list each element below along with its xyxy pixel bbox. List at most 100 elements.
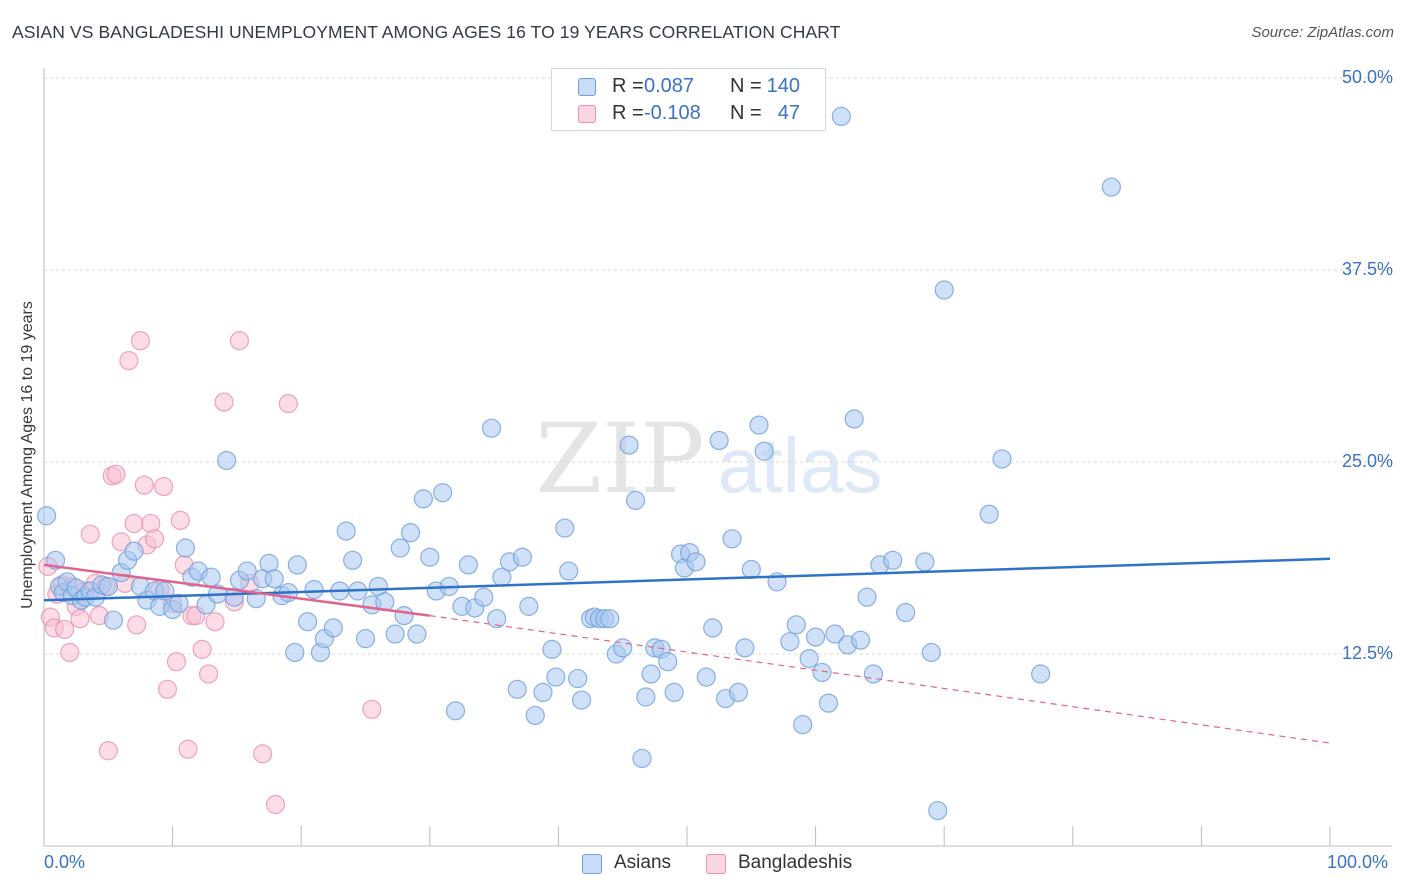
bangladeshi-point	[166, 652, 187, 672]
asian-point	[555, 518, 575, 538]
legend-r-value: 0.087	[644, 75, 695, 97]
asian-point	[793, 715, 813, 735]
asian-point	[709, 430, 729, 451]
asian-point	[703, 618, 723, 638]
asian-point	[571, 690, 592, 710]
asian-point	[512, 547, 532, 567]
x-tick-label-min: 0.0%	[44, 852, 86, 872]
asian-point	[519, 596, 539, 616]
asian-point	[780, 632, 800, 652]
asian-point	[728, 682, 749, 703]
asian-point	[445, 701, 466, 721]
asian-point	[458, 555, 478, 575]
asian-point	[124, 541, 144, 561]
asian-point	[851, 630, 871, 650]
asian-point	[1101, 177, 1121, 197]
bangladeshi-point	[205, 612, 225, 632]
asian-point	[474, 587, 494, 607]
y-axis-label: Unemployment Among Ages 16 to 19 years	[19, 301, 36, 609]
asian-point	[636, 687, 656, 707]
chart-title: ASIAN VS BANGLADESHI UNEMPLOYMENT AMONG …	[12, 22, 841, 42]
bangladeshi-point	[134, 475, 154, 495]
asian-point	[992, 449, 1012, 469]
asian-point	[217, 450, 237, 471]
asian-point	[542, 639, 562, 659]
asian-point	[805, 627, 826, 647]
legend-r-value: -0.108	[644, 102, 701, 124]
asian-point	[658, 652, 678, 672]
asian-point	[264, 569, 284, 589]
bangladeshi-trend-extension	[429, 615, 1331, 744]
y-tick-label: 37.5%	[1341, 259, 1393, 279]
asian-point	[741, 559, 761, 580]
asian-point	[896, 602, 916, 623]
bangladeshi-point	[199, 664, 219, 684]
bangladeshi-point	[54, 619, 75, 640]
legend-row-asians: R = 0.087 N = 140	[552, 75, 825, 101]
asian-point	[103, 610, 124, 630]
asian-point	[722, 529, 742, 549]
bangladeshi-point	[98, 741, 118, 761]
bangladeshi-point	[60, 642, 80, 663]
asian-point	[298, 612, 318, 632]
legend-swatch-bangladeshis	[706, 854, 726, 874]
legend-swatch-bangladeshis	[578, 105, 596, 123]
legend-n-label: N =	[730, 75, 762, 97]
asian-point	[754, 441, 774, 461]
bangladeshi-point	[126, 615, 147, 635]
bangladeshi-point	[170, 510, 190, 530]
asian-point	[394, 605, 414, 626]
watermark-zip: ZIP	[535, 403, 704, 515]
asian-point	[237, 561, 257, 581]
asian-point	[343, 550, 363, 570]
asian-point	[568, 668, 588, 689]
bangladeshi-point	[178, 739, 198, 759]
asian-point	[98, 576, 118, 597]
y-tick-label: 50.0%	[1341, 67, 1393, 87]
asian-point	[420, 547, 440, 567]
asian-point	[175, 538, 196, 558]
correlation-legend: R = 0.087 N = 140 R = -0.108 N = 47	[551, 68, 826, 131]
y-tick-label: 12.5%	[1341, 643, 1393, 663]
asian-point	[664, 682, 684, 703]
bangladeshi-point	[144, 529, 165, 549]
bangladeshi-trend-line	[43, 563, 430, 617]
asian-point	[287, 555, 307, 575]
asian-point	[355, 629, 376, 649]
bangladeshi-point	[80, 524, 100, 544]
bangladeshi-point	[192, 639, 212, 659]
legend-r-label: R =	[612, 75, 644, 97]
asian-point	[934, 280, 954, 300]
asian-point	[979, 504, 999, 524]
legend-n-value: 140	[766, 75, 800, 97]
asian-point	[385, 624, 405, 644]
asian-point	[600, 609, 620, 629]
legend-n-label: N =	[730, 102, 762, 124]
asian-point	[336, 521, 356, 541]
bangladeshi-point	[119, 351, 139, 371]
legend-n-value: 47	[777, 102, 800, 124]
bangladeshi-point	[214, 392, 234, 412]
asian-point	[400, 523, 421, 543]
legend-r-label: R =	[612, 102, 644, 124]
asian-point	[433, 483, 453, 503]
asian-point	[533, 682, 553, 703]
asian-point	[407, 624, 427, 644]
source-label: Source: ZipAtlas.com	[1251, 24, 1394, 41]
asian-point	[285, 642, 305, 663]
asian-point	[735, 638, 755, 658]
legend-swatch-asians	[582, 854, 602, 874]
asian-point	[304, 579, 324, 600]
asian-point	[559, 561, 579, 581]
legend-label-bangladeshis: Bangladeshis	[738, 852, 853, 873]
asian-point	[625, 490, 646, 510]
asian-point	[831, 106, 851, 127]
bangladeshi-point	[157, 679, 178, 699]
x-tick-label-max: 100.0%	[1327, 852, 1389, 872]
bangladeshi-point	[130, 331, 151, 351]
asian-point	[921, 642, 941, 663]
asian-point	[749, 415, 769, 435]
asian-point	[844, 409, 864, 429]
bangladeshi-point	[106, 464, 126, 484]
